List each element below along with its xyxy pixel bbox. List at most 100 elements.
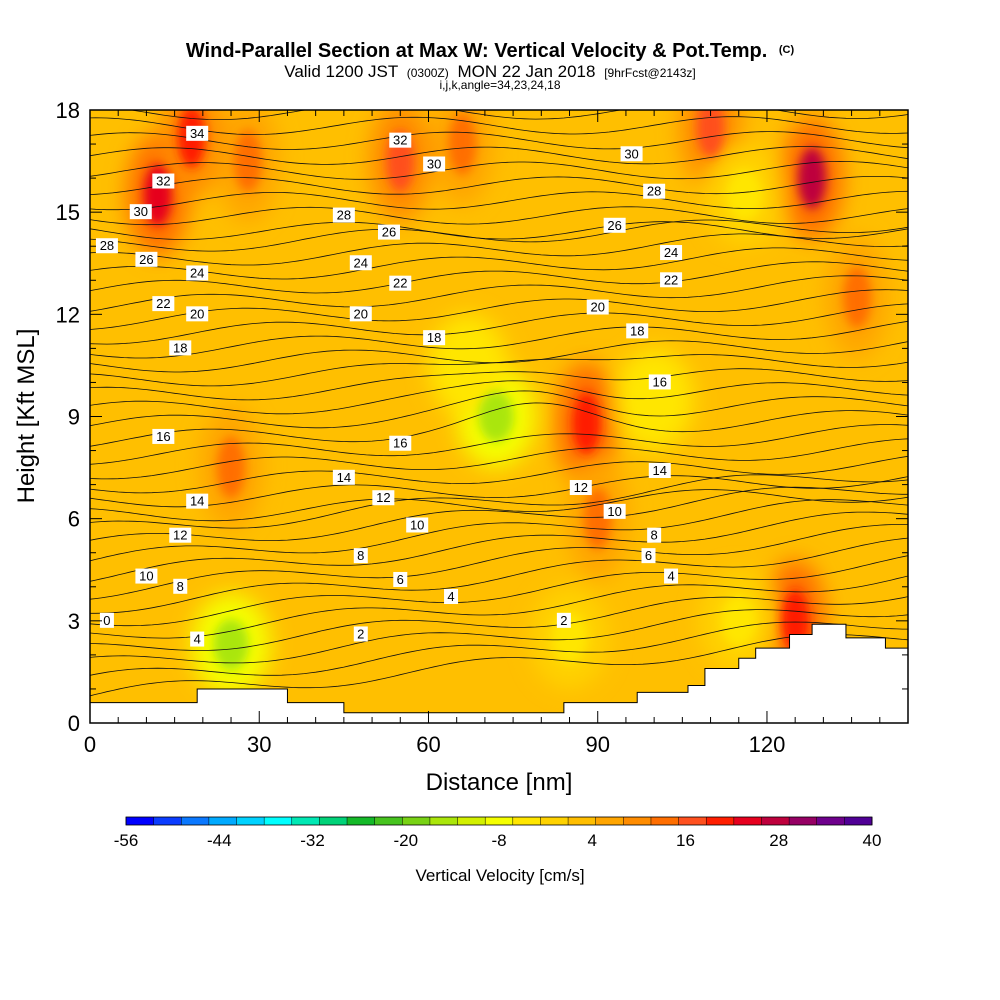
- contour-label-box: [169, 527, 192, 543]
- x-tick-label: 120: [749, 732, 786, 757]
- colorbar-swatch: [457, 817, 486, 825]
- contour-label: 30: [129, 204, 152, 220]
- contour-label-box: [186, 125, 209, 141]
- contour-label-text: 14: [337, 470, 351, 485]
- contour-label: 18: [169, 340, 192, 356]
- contour-label-box: [620, 146, 643, 162]
- contour-label-box: [647, 527, 662, 543]
- contour-label-text: 8: [357, 548, 364, 563]
- contour-label: 10: [135, 568, 158, 584]
- colorbar-swatch: [236, 817, 265, 825]
- contour-label: 28: [643, 183, 666, 199]
- colorbar-tick-label: -8: [491, 831, 506, 850]
- contour-label-text: 12: [574, 480, 588, 495]
- theta-isoline: [90, 131, 908, 150]
- contour-label-box: [186, 493, 209, 509]
- theta-isoline: [90, 116, 908, 136]
- theta-isoline: [90, 380, 908, 415]
- contour-label: 4: [664, 568, 679, 584]
- contour-label-box: [444, 588, 459, 604]
- contour-label-text: 18: [630, 323, 644, 338]
- colorbar-swatch: [844, 817, 873, 825]
- y-tick-label: 3: [68, 609, 80, 634]
- contour-label-text: 24: [354, 255, 368, 270]
- contour-label-box: [135, 251, 158, 267]
- theta-isoline: [90, 247, 908, 280]
- contour-label: 14: [186, 493, 209, 509]
- colorbar-tick-label: 28: [769, 831, 788, 850]
- contour-label-text: 10: [410, 517, 424, 532]
- theta-isoline: [90, 537, 908, 614]
- theta-isoline: [90, 233, 908, 266]
- contour-label-text: 4: [667, 569, 674, 584]
- contour-label-text: 20: [354, 306, 368, 321]
- contour-label-box: [173, 578, 188, 594]
- contour-label-box: [152, 173, 175, 189]
- theta-isoline: [90, 575, 908, 639]
- theta-isoline: [90, 206, 908, 226]
- velocity-core: [478, 390, 514, 443]
- contour-label-text: 24: [664, 245, 678, 260]
- colorbar-swatch: [568, 817, 597, 825]
- contour-label-box: [406, 517, 429, 533]
- colorbar-swatch: [706, 817, 735, 825]
- contour-label: 6: [641, 548, 656, 564]
- chart-subtitle: Valid 1200 JST (0300Z) MON 22 Jan 2018 […: [284, 62, 696, 81]
- contour-label: 16: [152, 428, 175, 444]
- contour-label-box: [389, 435, 412, 451]
- contour-label: 32: [389, 132, 412, 148]
- colorbar-swatch: [650, 817, 680, 825]
- velocity-core: [450, 339, 486, 391]
- contour-label-text: 4: [447, 589, 454, 604]
- y-axis: 0 3 6 9 12 15 18: [56, 98, 908, 736]
- y-tick-label: 15: [56, 200, 80, 225]
- contour-label-box: [641, 548, 656, 564]
- colorbar-swatch: [264, 817, 293, 825]
- contour-label: 14: [332, 469, 355, 485]
- contour-label: 24: [660, 245, 683, 261]
- contour-label: 16: [648, 374, 671, 390]
- colorbar-tick-label: -56: [114, 831, 139, 850]
- y-axis-label: Height [Kft MSL]: [13, 329, 40, 504]
- theta-isoline: [90, 275, 908, 312]
- colorbar-swatch: [402, 817, 431, 825]
- contour-label-text: 4: [194, 632, 201, 647]
- contour-label-text: 32: [156, 174, 170, 189]
- contour-label-box: [169, 340, 192, 356]
- velocity-core: [448, 113, 477, 175]
- contour-label: 12: [569, 480, 592, 496]
- colorbar-swatch: [126, 817, 155, 825]
- colorbar-swatch: [153, 817, 182, 825]
- contour-label-box: [152, 296, 175, 312]
- theta-isoline: [90, 320, 908, 359]
- contour-label: 6: [393, 571, 408, 587]
- colorbar-tick-label: 40: [863, 831, 882, 850]
- theta-isoline: [90, 524, 908, 600]
- contour-label: 20: [349, 306, 372, 322]
- contour-label-text: 22: [156, 296, 170, 311]
- contour-label-text: 34: [190, 126, 204, 141]
- contour-label-box: [586, 299, 609, 315]
- theta-isoline: [90, 438, 908, 480]
- contour-label-text: 8: [177, 579, 184, 594]
- contour-label: 22: [152, 296, 175, 312]
- contour-label-text: 6: [645, 548, 652, 563]
- contour-label-box: [648, 462, 671, 478]
- contour-label: 34: [186, 125, 209, 141]
- colorbar-tick-label: -32: [300, 831, 325, 850]
- velocity-core: [572, 392, 601, 454]
- theta-isoline: [90, 475, 908, 508]
- contour-label-text: 16: [653, 374, 667, 389]
- theta-isoline: [90, 424, 908, 465]
- contour-label: 0: [99, 612, 114, 628]
- contour-label-text: 32: [393, 133, 407, 148]
- contour-label-box: [389, 275, 412, 291]
- contour-label-text: 12: [173, 528, 187, 543]
- velocity-core: [798, 147, 827, 209]
- contour-label-box: [332, 207, 355, 223]
- contour-label-box: [603, 217, 626, 233]
- contour-label-box: [353, 548, 368, 564]
- theta-isoline: [90, 368, 908, 401]
- contour-label-text: 14: [653, 463, 667, 478]
- contour-label-text: 28: [100, 238, 114, 253]
